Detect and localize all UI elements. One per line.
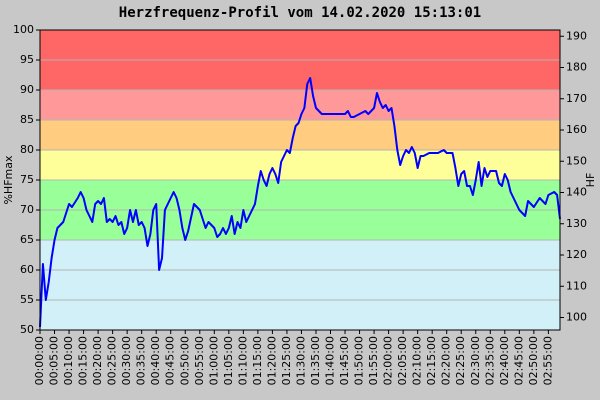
y2-tick-label: 190: [566, 29, 587, 42]
x-tick-label: 02:25:00: [454, 336, 467, 385]
y2-tick-label: 140: [566, 186, 587, 199]
x-tick-label: 00:45:00: [164, 336, 177, 385]
y2-tick-label: 100: [566, 311, 587, 324]
y2-tick-label: 150: [566, 154, 587, 167]
y-tick-label: 50: [20, 323, 34, 336]
y2-tick-label: 180: [566, 61, 587, 74]
x-tick-label: 01:30:00: [294, 336, 307, 385]
y-tick-label: 70: [20, 203, 34, 216]
y2-tick-label: 170: [566, 92, 587, 105]
x-tick-label: 02:05:00: [396, 336, 409, 385]
x-tick-label: 02:40:00: [498, 336, 511, 385]
x-tick-label: 01:25:00: [280, 336, 293, 385]
x-tick-label: 00:40:00: [149, 336, 162, 385]
heart-rate-line: [39, 77, 561, 328]
y-tick-label: 95: [20, 53, 34, 66]
y2-tick-label: 130: [566, 217, 587, 230]
x-tick-label: 01:10:00: [236, 336, 249, 385]
x-tick-label: 00:00:00: [33, 336, 46, 385]
x-tick-label: 02:15:00: [425, 336, 438, 385]
x-tick-label: 01:55:00: [367, 336, 380, 385]
x-tick-label: 00:25:00: [106, 336, 119, 385]
y2-axis-label: HF: [584, 173, 597, 188]
x-tick-label: 00:15:00: [77, 336, 90, 385]
x-tick-label: 00:10:00: [62, 336, 75, 385]
y-tick-label: 55: [20, 293, 34, 306]
x-tick-label: 00:50:00: [178, 336, 191, 385]
y2-tick-label: 160: [566, 123, 587, 136]
y2-tick-label: 120: [566, 248, 587, 261]
x-tick-label: 00:05:00: [48, 336, 61, 385]
x-tick-label: 01:15:00: [251, 336, 264, 385]
y-tick-label: 80: [20, 143, 34, 156]
x-tick-label: 02:50:00: [527, 336, 540, 385]
x-tick-label: 00:55:00: [193, 336, 206, 385]
x-tick-label: 02:00:00: [382, 336, 395, 385]
x-tick-label: 02:55:00: [541, 336, 554, 385]
x-tick-label: 01:40:00: [324, 336, 337, 385]
x-tick-label: 01:20:00: [265, 336, 278, 385]
x-tick-label: 01:45:00: [338, 336, 351, 385]
chart-title: Herzfrequenz-Profil vom 14.02.2020 15:13…: [119, 5, 481, 21]
x-tick-label: 02:45:00: [512, 336, 525, 385]
y-axis-label: %HFmax: [2, 155, 15, 205]
zone-band: [40, 90, 560, 120]
x-tick-label: 01:05:00: [222, 336, 235, 385]
x-tick-label: 02:35:00: [483, 336, 496, 385]
x-tick-label: 01:35:00: [309, 336, 322, 385]
y-tick-label: 100: [13, 23, 34, 36]
y2-tick-label: 110: [566, 279, 587, 292]
x-tick-label: 02:30:00: [469, 336, 482, 385]
x-tick-label: 01:00:00: [207, 336, 220, 385]
zone-band: [40, 240, 560, 330]
x-tick-label: 02:20:00: [440, 336, 453, 385]
zone-band: [40, 150, 560, 180]
x-tick-label: 02:10:00: [411, 336, 424, 385]
x-tick-label: 01:50:00: [353, 336, 366, 385]
plot-border: [39, 29, 561, 331]
y-tick-label: 90: [20, 83, 34, 96]
x-tick-label: 00:35:00: [135, 336, 148, 385]
x-tick-label: 00:20:00: [91, 336, 104, 385]
y-tick-label: 65: [20, 233, 34, 246]
y-tick-label: 60: [20, 263, 34, 276]
zone-band: [40, 120, 560, 150]
x-tick-label: 00:30:00: [120, 336, 133, 385]
y-tick-label: 75: [20, 173, 34, 186]
y-tick-label: 85: [20, 113, 34, 126]
